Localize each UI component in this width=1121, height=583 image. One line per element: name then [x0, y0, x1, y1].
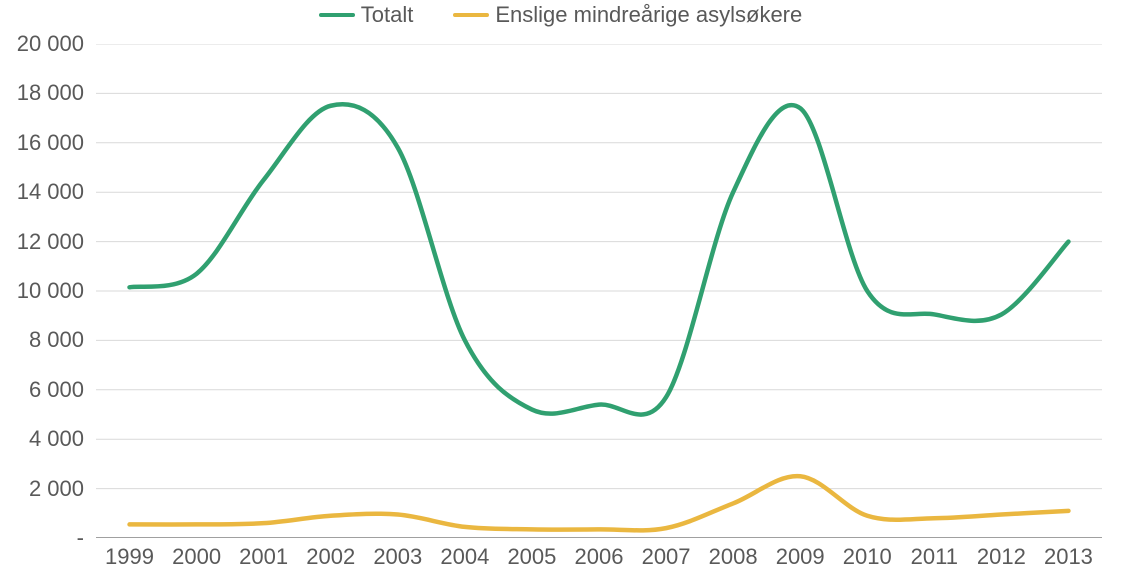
x-tick-label: 2001: [229, 544, 299, 570]
y-tick-label: 12 000: [0, 229, 84, 255]
x-tick-label: 2002: [296, 544, 366, 570]
x-tick-label: 2006: [564, 544, 634, 570]
x-tick-label: 2004: [430, 544, 500, 570]
x-tick-label: 2013: [1033, 544, 1103, 570]
y-tick-label: 20 000: [0, 31, 84, 57]
y-tick-label: -: [0, 525, 84, 551]
legend-swatch: [453, 13, 489, 17]
y-tick-label: 8 000: [0, 327, 84, 353]
line-chart: Totalt Enslige mindreårige asylsøkere - 2…: [0, 0, 1121, 583]
series-totalt: [130, 104, 1069, 414]
legend-label: Enslige mindreårige asylsøkere: [495, 2, 802, 28]
x-tick-label: 1999: [95, 544, 165, 570]
y-tick-label: 14 000: [0, 179, 84, 205]
plot-area: [96, 44, 1102, 538]
y-tick-label: 10 000: [0, 278, 84, 304]
x-tick-label: 2011: [899, 544, 969, 570]
legend-swatch: [319, 13, 355, 17]
x-tick-label: 2007: [631, 544, 701, 570]
legend-item-enslige: Enslige mindreårige asylsøkere: [453, 2, 802, 28]
legend-label: Totalt: [361, 2, 414, 28]
y-tick-label: 6 000: [0, 377, 84, 403]
y-tick-label: 18 000: [0, 80, 84, 106]
x-tick-label: 2008: [698, 544, 768, 570]
x-tick-label: 2010: [832, 544, 902, 570]
legend: Totalt Enslige mindreårige asylsøkere: [0, 2, 1121, 28]
y-tick-label: 16 000: [0, 130, 84, 156]
x-tick-label: 2009: [765, 544, 835, 570]
x-tick-label: 2000: [162, 544, 232, 570]
y-tick-label: 2 000: [0, 476, 84, 502]
x-tick-label: 2003: [363, 544, 433, 570]
series-enslige-mindreårige-asylsøkere: [130, 476, 1069, 530]
x-tick-label: 2005: [497, 544, 567, 570]
x-tick-label: 2012: [966, 544, 1036, 570]
legend-item-totalt: Totalt: [319, 2, 414, 28]
y-tick-label: 4 000: [0, 426, 84, 452]
